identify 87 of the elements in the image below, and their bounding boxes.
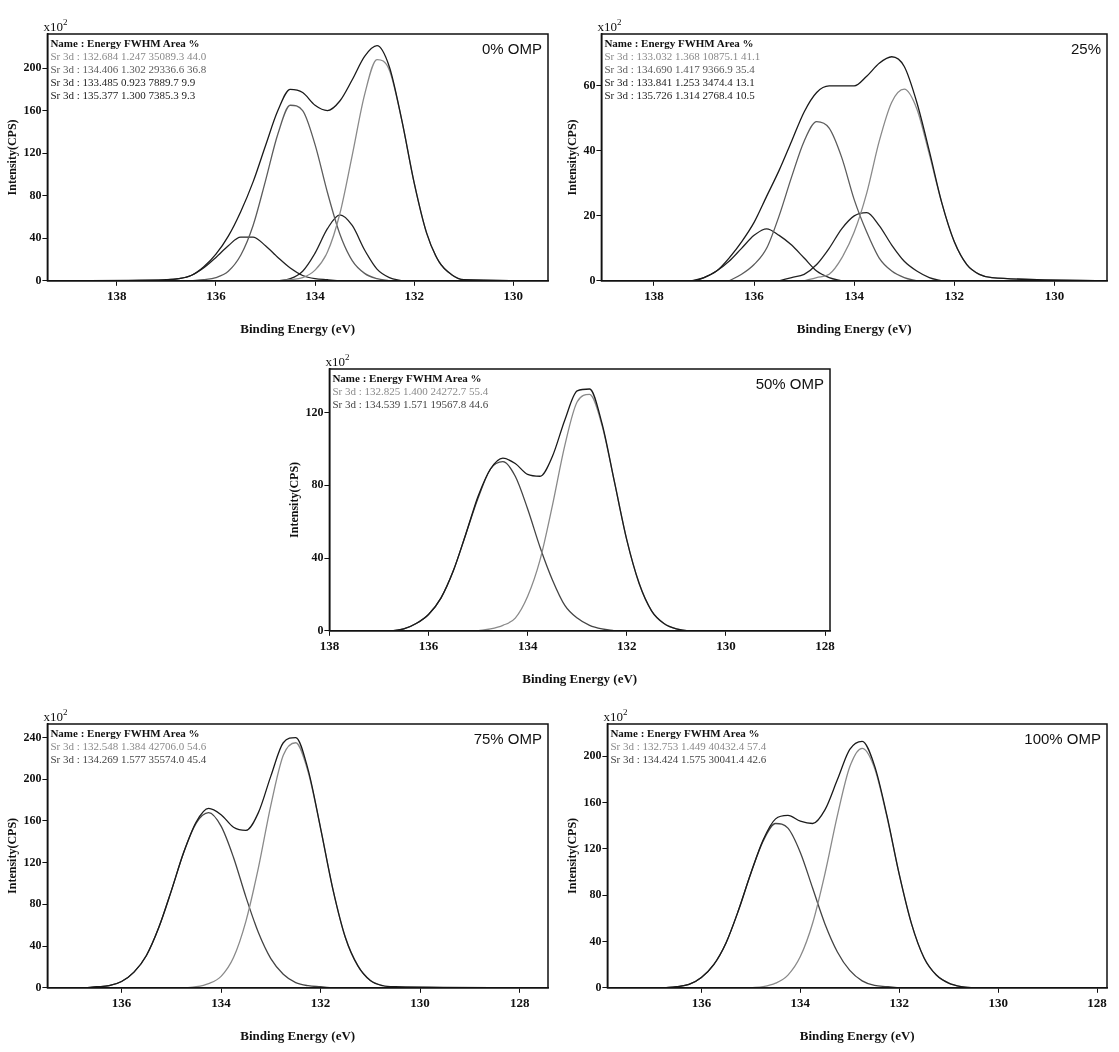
annotation: Sr 3d : 133.485 0.923 7889.7 9.9 [50, 76, 196, 88]
annotation: Sr 3d : 132.825 1.400 24272.7 55.4 [332, 385, 489, 397]
y-tick-label: 80 [29, 187, 42, 202]
x-tick-label: 134 [305, 287, 326, 303]
x-axis-title: Binding Energy (eV) [799, 1027, 915, 1043]
y-tick-label: 0 [35, 979, 42, 994]
x-tick-label: 136 [206, 287, 227, 303]
y-tick-label: 0 [35, 272, 42, 287]
x-tick-label: 134 [517, 637, 538, 653]
y-tick-label: 160 [23, 102, 42, 117]
x-axis-title: Binding Energy (eV) [522, 670, 638, 686]
x-tick-label: 130 [988, 994, 1008, 1010]
y-axis-title: Intensity(CPS) [565, 119, 580, 196]
y-tick-label: 200 [23, 60, 42, 75]
y-tick-label: 240 [23, 729, 42, 744]
x-axis-title: Binding Energy (eV) [240, 320, 356, 336]
x-axis-title: Binding Energy (eV) [796, 320, 912, 336]
annotation: Name : Energy FWHM Area % [50, 727, 200, 739]
annotation: Sr 3d : 135.377 1.300 7385.3 9.3 [50, 89, 196, 101]
annotation: Name : Energy FWHM Area % [610, 727, 760, 739]
y-tick-label: 120 [23, 854, 42, 869]
annotation: Sr 3d : 132.753 1.449 40432.4 57.4 [610, 740, 767, 752]
x-tick-label: 138 [107, 287, 128, 303]
y-tick-label: 80 [311, 477, 324, 492]
y-tick-label: 60 [583, 78, 596, 93]
y-tick-label: 40 [311, 550, 324, 565]
y-tick-label: 40 [583, 143, 596, 157]
y-tick-label: 20 [583, 207, 596, 222]
annotation: Sr 3d : 134.690 1.417 9366.9 35.4 [604, 63, 756, 75]
annotation: Name : Energy FWHM Area % [50, 37, 200, 49]
chart-title: 100% OMP [1024, 730, 1101, 747]
x-tick-label: 128 [815, 637, 836, 653]
y-axis-title: Intensity(CPS) [287, 461, 302, 538]
x-tick-label: 132 [944, 287, 965, 303]
y-tick-label: 0 [589, 272, 596, 287]
x-axis-title: Binding Energy (eV) [240, 1027, 356, 1043]
x-tick-label: 136 [744, 287, 765, 303]
chart-title: 25% [1070, 40, 1101, 57]
x-tick-label: 138 [644, 287, 665, 303]
x-tick-label: 138 [319, 637, 340, 653]
y-axis-title: Intensity(CPS) [5, 817, 20, 894]
y-tick-label: 40 [29, 938, 42, 953]
y-tick-label: 200 [23, 771, 42, 786]
annotation: Sr 3d : 133.841 1.253 3474.4 13.1 [604, 76, 755, 88]
annotation: Sr 3d : 132.548 1.384 42706.0 54.6 [50, 740, 207, 752]
annotation: Sr 3d : 133.032 1.368 10875.1 41.1 [604, 50, 761, 62]
y-tick-label: 40 [29, 230, 42, 245]
x-tick-label: 130 [503, 287, 524, 303]
annotation: Sr 3d : 135.726 1.314 2768.4 10.5 [604, 89, 756, 101]
x-tick-label: 130 [716, 637, 736, 653]
x-tick-label: 132 [404, 287, 424, 303]
y-tick-label: 160 [583, 794, 602, 809]
chart-title: 50% OMP [755, 375, 824, 392]
x-tick-label: 132 [310, 994, 331, 1010]
chart-title: 0% OMP [481, 40, 542, 57]
y-tick-label: 120 [305, 404, 324, 419]
annotation: Name : Energy FWHM Area % [604, 37, 754, 49]
annotation: Sr 3d : 134.424 1.575 30041.4 42.6 [610, 753, 767, 765]
x-tick-label: 128 [509, 994, 530, 1010]
y-tick-label: 40 [589, 933, 602, 948]
y-tick-label: 200 [583, 748, 602, 763]
y-tick-label: 80 [29, 896, 42, 911]
y-tick-label: 0 [595, 979, 602, 994]
x-tick-label: 136 [691, 994, 712, 1010]
annotation: Sr 3d : 132.684 1.247 35089.3 44.0 [50, 50, 207, 62]
y-axis-title: Intensity(CPS) [565, 817, 580, 894]
x-tick-label: 134 [211, 994, 232, 1010]
chart-title: 75% OMP [473, 730, 542, 747]
annotation: Sr 3d : 134.269 1.577 35574.0 45.4 [50, 753, 207, 765]
x-tick-label: 132 [617, 637, 637, 653]
annotation: Name : Energy FWHM Area % [332, 372, 482, 384]
y-tick-label: 160 [23, 813, 42, 828]
x-tick-label: 136 [111, 994, 132, 1010]
x-tick-label: 128 [1087, 994, 1108, 1010]
x-tick-label: 136 [418, 637, 439, 653]
x-tick-label: 134 [790, 994, 811, 1010]
annotation: Sr 3d : 134.406 1.302 29336.6 36.8 [50, 63, 207, 75]
x-tick-label: 130 [1044, 287, 1065, 303]
x-tick-label: 130 [410, 994, 430, 1010]
x-tick-label: 132 [889, 994, 909, 1010]
y-tick-label: 80 [589, 887, 602, 902]
y-tick-label: 120 [583, 841, 602, 856]
annotation: Sr 3d : 134.539 1.571 19567.8 44.6 [332, 398, 489, 410]
y-axis-title: Intensity(CPS) [5, 119, 20, 196]
x-tick-label: 134 [844, 287, 865, 303]
y-tick-label: 120 [23, 145, 42, 160]
y-tick-label: 0 [317, 622, 324, 637]
